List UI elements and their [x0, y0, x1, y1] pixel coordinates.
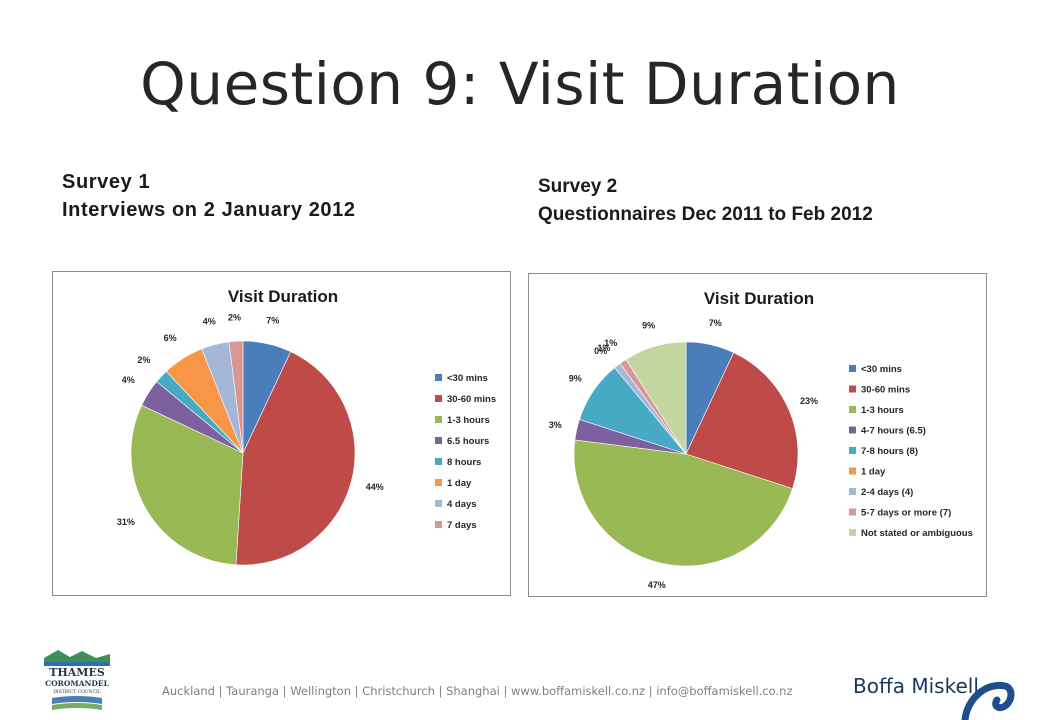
- council-logo-text-line1: THAMES: [49, 666, 105, 679]
- chart2-legend-swatch-2: [849, 406, 856, 413]
- chart1-data-label-6: 4%: [203, 316, 216, 326]
- survey1-title: Survey 1: [62, 171, 151, 193]
- chart1-legend-swatch-4: [435, 458, 442, 465]
- chart2-data-label-0: 7%: [709, 318, 722, 328]
- chart1-legend-label-4: 8 hours: [447, 457, 481, 468]
- chart1-slice-7: [228, 340, 244, 454]
- chart1-data-label-1: 44%: [366, 482, 384, 492]
- chart2-legend-label-1: 30-60 mins: [861, 385, 910, 396]
- chart2-legend-label-2: 1-3 hours: [861, 405, 904, 416]
- chart1-data-label-7: 2%: [228, 312, 241, 322]
- council-logo-text-line2: COROMANDEL: [45, 679, 109, 688]
- chart1-data-label-2: 31%: [117, 517, 135, 527]
- survey2-subtitle: Questionnaires Dec 2011 to Feb 2012: [538, 204, 873, 225]
- chart1-legend-label-6: 4 days: [447, 499, 477, 510]
- chart1-legend-swatch-2: [435, 416, 442, 423]
- footer-contact-text: Auckland | Tauranga | Wellington | Chris…: [162, 684, 793, 698]
- chart2-title: Visit Duration: [704, 289, 814, 308]
- chart1-data-label-4: 2%: [137, 355, 150, 365]
- chart2-legend-label-4: 7-8 hours (8): [861, 446, 918, 457]
- brand-name: Boffa Miskell: [853, 674, 979, 698]
- chart1-legend-swatch-0: [435, 374, 442, 381]
- chart2-data-label-5: 0%: [594, 346, 607, 356]
- chart1-data-label-3: 4%: [122, 375, 135, 385]
- survey1-subtitle: Interviews on 2 January 2012: [62, 199, 356, 221]
- chart1-legend-label-1: 30-60 mins: [447, 394, 496, 405]
- chart2-legend-swatch-3: [849, 426, 856, 434]
- survey2-pie-chart: Visit Duration 7% 23% 47% 3% 9% 0% 1% 1% 9% <30 m…: [528, 273, 987, 597]
- chart2-legend-swatch-6: [849, 488, 856, 495]
- survey2-title: Survey 2: [538, 176, 618, 197]
- chart2-legend-swatch-5: [849, 467, 856, 475]
- chart2-slice-1: [685, 352, 799, 489]
- chart2-legend-label-5: 1 day: [861, 467, 886, 478]
- survey1-pie-chart: Visit Duration 7% 44% 31% 4% 2% 6% 4% 2% <30 min…: [52, 271, 511, 596]
- chart2-slice-8: [625, 341, 687, 456]
- chart1-legend-label-7: 7 days: [447, 520, 477, 531]
- chart2-legend-swatch-1: [849, 385, 856, 393]
- chart1-slice-1: [235, 351, 356, 566]
- chart2-data-label-4: 9%: [569, 374, 582, 384]
- chart2-data-label-6: 1%: [597, 343, 610, 353]
- chart1-title: Visit Duration: [228, 287, 338, 306]
- brand-swirl-icon: [955, 676, 1015, 720]
- chart2-data-label-8: 9%: [642, 320, 655, 330]
- chart2-legend-swatch-7: [849, 508, 856, 516]
- chart2-data-label-2: 47%: [648, 580, 666, 590]
- survey2-heading: Survey 2 Questionnaires Dec 2011 to Feb …: [538, 173, 873, 229]
- chart1-data-label-5: 6%: [164, 333, 177, 343]
- chart1-legend-label-0: <30 mins: [447, 373, 488, 384]
- chart2-legend-swatch-0: [849, 365, 856, 372]
- chart2-data-label-1: 23%: [800, 396, 818, 406]
- slide-title: Question 9: Visit Duration: [140, 50, 900, 118]
- chart2-legend-swatch-8: [849, 529, 856, 536]
- chart2-slice-2: [573, 439, 793, 567]
- chart1-legend-swatch-6: [435, 500, 442, 507]
- chart2-legend-label-8: Not stated or ambiguous: [861, 528, 973, 539]
- chart1-legend-label-5: 1 day: [447, 478, 472, 489]
- chart1-legend-swatch-1: [435, 395, 442, 402]
- chart1-data-label-0: 7%: [266, 315, 279, 325]
- chart1-slice-2: [130, 404, 244, 566]
- chart2-legend-label-0: <30 mins: [861, 364, 902, 375]
- council-logo: THAMES COROMANDEL DISTRICT COUNCIL: [38, 648, 116, 712]
- chart1-legend-swatch-7: [435, 521, 442, 528]
- chart2-legend-label-3: 4-7 hours (6.5): [861, 426, 926, 437]
- survey2-pie-svg: Visit Duration 7% 23% 47% 3% 9% 0%1%1% 9% <30 m…: [549, 289, 973, 590]
- chart1-legend-swatch-5: [435, 479, 442, 486]
- chart1-legend-label-2: 1-3 hours: [447, 415, 490, 426]
- chart1-legend-swatch-3: [435, 437, 442, 444]
- chart1-legend-label-3: 6.5 hours: [447, 436, 489, 447]
- chart2-legend-label-7: 5-7 days or more (7): [861, 508, 951, 519]
- survey1-heading: Survey 1 Interviews on 2 January 2012: [62, 168, 356, 224]
- chart2-data-label-7: 1%: [604, 338, 617, 348]
- chart2-legend-swatch-4: [849, 447, 856, 454]
- chart2-data-label-3: 3%: [549, 420, 562, 430]
- chart2-legend-label-6: 2-4 days (4): [861, 487, 913, 498]
- council-logo-text-line3: DISTRICT COUNCIL: [53, 689, 101, 695]
- survey1-pie-svg: Visit Duration 7%44%31%4%2%6%4% 2%<30 min…: [117, 287, 496, 566]
